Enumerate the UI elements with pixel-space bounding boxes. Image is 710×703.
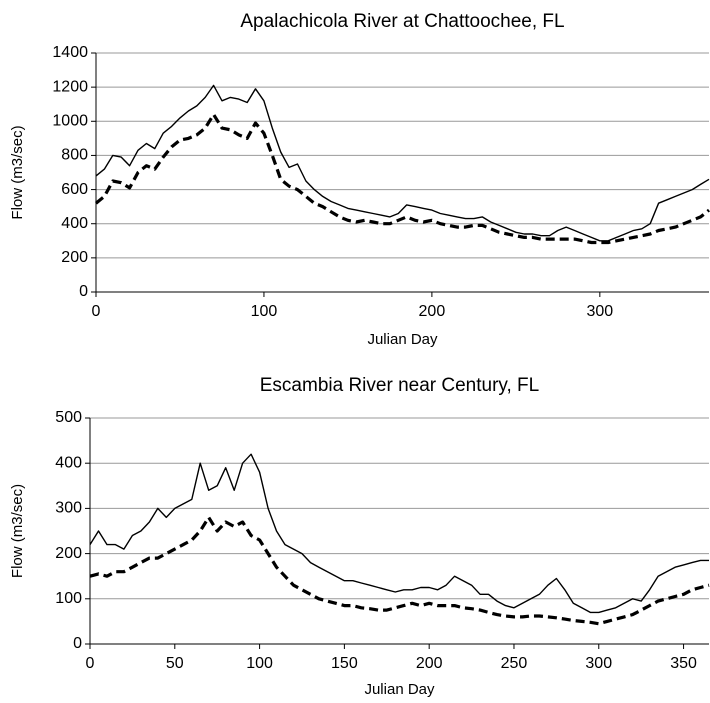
x-tick-label: 250 [501, 655, 528, 672]
solid-line [89, 453, 709, 614]
x-tick-label: 300 [585, 655, 612, 672]
x-tick-label: 0 [92, 303, 101, 320]
x-tick-label: 0 [86, 655, 95, 672]
y-tick-label: 200 [55, 545, 82, 562]
x-axis-label: Julian Day [364, 681, 435, 698]
y-tick-label: 600 [61, 181, 88, 198]
chart-title: Apalachicola River at Chattoochee, FL [240, 11, 564, 32]
y-tick-label: 0 [79, 283, 88, 300]
y-tick-label: 200 [61, 249, 88, 266]
solid-line [95, 84, 710, 242]
x-tick-label: 150 [331, 655, 358, 672]
y-axis-label: Flow (m3/sec) [9, 484, 26, 578]
x-tick-label: 50 [166, 655, 184, 672]
dashed-line [89, 515, 710, 626]
y-tick-label: 1200 [52, 78, 88, 95]
y-tick-label: 300 [55, 500, 82, 517]
y-tick-label: 500 [55, 409, 82, 426]
y-tick-label: 100 [55, 590, 82, 607]
y-tick-label: 800 [61, 147, 88, 164]
y-tick-label: 400 [61, 215, 88, 232]
y-tick-label: 1400 [52, 44, 88, 61]
dashed-line [94, 112, 710, 245]
x-tick-label: 300 [586, 303, 613, 320]
x-tick-label: 200 [416, 655, 443, 672]
x-axis-label: Julian Day [367, 331, 438, 348]
x-tick-label: 100 [251, 303, 278, 320]
y-axis-label: Flow (m3/sec) [9, 125, 26, 219]
x-tick-label: 350 [670, 655, 697, 672]
y-tick-label: 1000 [52, 113, 88, 130]
y-tick-label: 400 [55, 454, 82, 471]
chart-title: Escambia River near Century, FL [260, 375, 539, 396]
y-tick-label: 0 [73, 635, 82, 652]
x-tick-label: 100 [246, 655, 273, 672]
x-tick-label: 200 [419, 303, 446, 320]
